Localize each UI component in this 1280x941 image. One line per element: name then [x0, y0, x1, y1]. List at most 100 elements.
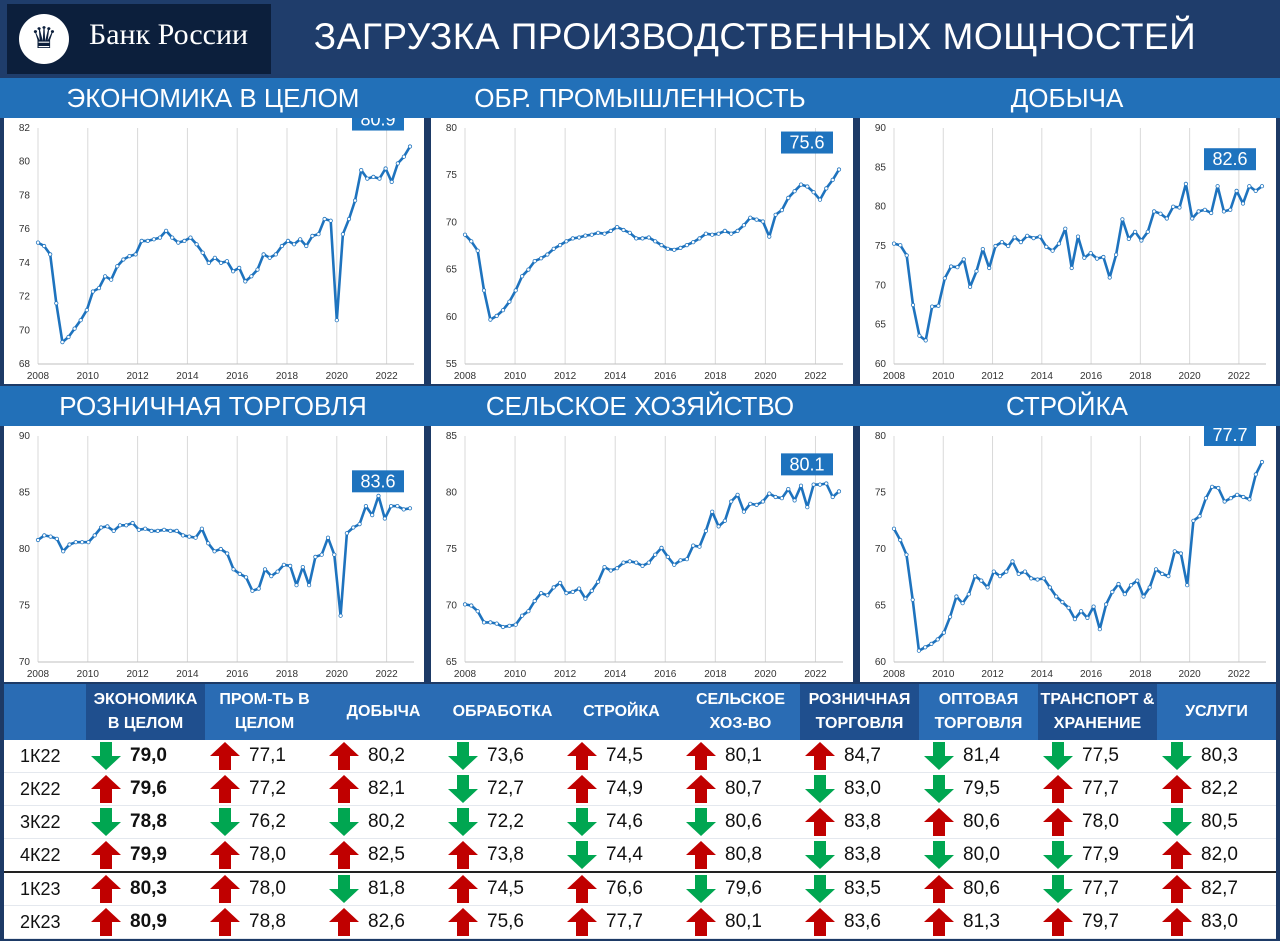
data-point	[54, 536, 60, 541]
x-tick-label: 2022	[375, 669, 398, 680]
data-point	[352, 198, 358, 203]
table-cell: 80,1	[681, 905, 800, 939]
cell-content: 77,7	[562, 907, 681, 937]
data-point	[551, 585, 556, 590]
data-point	[817, 197, 823, 202]
chart-title-economy: ЭКОНОМИКА В ЦЕЛОМ	[66, 83, 360, 113]
data-point	[218, 260, 224, 265]
table-cell: 80,6	[919, 871, 1038, 906]
data-point	[334, 318, 339, 323]
cell-value: 79,7	[1082, 911, 1119, 932]
cell-content: 79,0	[86, 741, 205, 771]
cell-content: 83,8	[800, 840, 919, 870]
x-tick-label: 2010	[504, 669, 527, 680]
cell-content: 81,4	[919, 741, 1038, 771]
cell-content: 74,5	[443, 874, 562, 904]
data-point	[916, 648, 922, 653]
chart-construction: 60 65 70 75 80 2008 2010 2012 2014 2016 2018 2020 20…	[860, 426, 1276, 682]
data-point	[824, 186, 829, 191]
x-tick-label: 2012	[126, 371, 149, 382]
data-point	[332, 552, 337, 557]
data-point	[41, 243, 47, 249]
data-point	[139, 238, 144, 244]
table-cell: 80,0	[919, 838, 1038, 873]
data-point	[1178, 551, 1183, 556]
data-point	[558, 243, 563, 248]
data-point	[539, 256, 544, 261]
arrow-up-icon	[924, 875, 954, 903]
data-point	[111, 528, 116, 534]
data-point	[786, 195, 791, 201]
cell-content: 79,7	[1038, 907, 1157, 937]
cell-content: 76,2	[205, 807, 324, 837]
cell-value: 80,2	[368, 811, 405, 832]
data-point	[481, 620, 487, 625]
data-point	[1085, 615, 1090, 620]
y-tick-label: 75	[19, 601, 31, 612]
data-point	[1197, 514, 1202, 519]
chart-svg-manufacturing: 55 60 65 70 75 80 2008 2010 2012 2014 2016 2018 2020…	[446, 123, 843, 382]
x-tick-label: 2016	[226, 371, 249, 382]
data-point	[891, 526, 897, 531]
last-value-label: 80.9	[360, 118, 395, 130]
data-point	[193, 535, 198, 540]
cell-value: 79,5	[963, 778, 1000, 799]
data-point	[206, 541, 211, 546]
data-point	[589, 232, 594, 237]
data-point	[993, 243, 998, 249]
data-point	[672, 562, 677, 567]
data-point	[1018, 240, 1023, 245]
data-point	[526, 609, 531, 614]
table-row: 1К22 79,0 77,1 80,2 73,6 74,5 80,1 84,7 81,4 77,5…	[4, 740, 1276, 773]
data-point	[773, 212, 778, 217]
cell-value: 83,8	[844, 811, 881, 832]
table-row: 3К22 78,8 76,2 80,2 72,2 74,6 80,6 83,8 80,6 78,0…	[4, 805, 1276, 839]
x-tick-label: 2014	[604, 371, 627, 382]
data-point	[507, 623, 512, 628]
column-header: ОПТОВАЯ ТОРГОВЛЯ	[919, 684, 1038, 740]
x-tick-label: 2022	[1228, 371, 1251, 382]
cell-value: 83,5	[844, 878, 881, 899]
cell-content: 79,6	[86, 774, 205, 804]
arrow-up-icon	[567, 742, 597, 770]
cell-content: 77,9	[1038, 840, 1157, 870]
data-point	[741, 223, 746, 228]
column-header: РОЗНИЧНАЯ ТОРГОВЛЯ	[800, 684, 919, 740]
table-cell: 77,9	[1038, 838, 1157, 873]
x-tick-label: 2022	[375, 371, 398, 382]
data-point	[306, 583, 312, 588]
data-point	[1259, 459, 1265, 465]
table-cell: 79,7	[1038, 905, 1157, 939]
chart-mining: 60 65 70 75 80 85 90 2008 2010 2012 2014 2016 2018 20…	[860, 118, 1276, 384]
data-point	[500, 308, 506, 313]
data-point	[1135, 578, 1140, 583]
data-point	[288, 563, 293, 568]
cell-value: 80,3	[1201, 745, 1238, 766]
data-point	[35, 537, 41, 543]
cell-content: 80,3	[86, 874, 205, 904]
data-point	[1091, 604, 1096, 609]
arrow-down-icon	[1043, 742, 1073, 770]
cell-value: 82,2	[1201, 778, 1238, 799]
cell-content: 80,7	[681, 774, 800, 804]
data-point	[615, 225, 620, 230]
data-point	[1160, 571, 1165, 576]
arrow-up-icon	[448, 841, 478, 869]
data-point	[187, 534, 192, 539]
last-value-box	[781, 131, 833, 154]
table-cell: 76,2	[205, 805, 324, 839]
data-point	[1209, 484, 1215, 489]
cell-content: 83,5	[800, 874, 919, 904]
arrow-up-icon	[1162, 875, 1192, 903]
data-point	[1209, 210, 1214, 216]
data-point	[60, 340, 65, 345]
table-header-row: ЭКОНОМИКА В ЦЕЛОМ ПРОМ-ТЬ В ЦЕЛОМ ДОБЫЧА ОБ…	[4, 684, 1276, 740]
cell-content: 84,7	[800, 741, 919, 771]
arrow-up-icon	[210, 775, 240, 803]
data-point	[273, 252, 278, 257]
chart-title-manufacturing: ОБР. ПРОМЫШЛЕННОСТЬ	[474, 83, 806, 113]
cell-content: 82,0	[1157, 840, 1276, 870]
data-point	[133, 252, 138, 257]
data-point	[987, 265, 992, 271]
chart-svg-construction: 60 65 70 75 80 2008 2010 2012 2014 2016 2018 2020 20…	[875, 426, 1266, 680]
